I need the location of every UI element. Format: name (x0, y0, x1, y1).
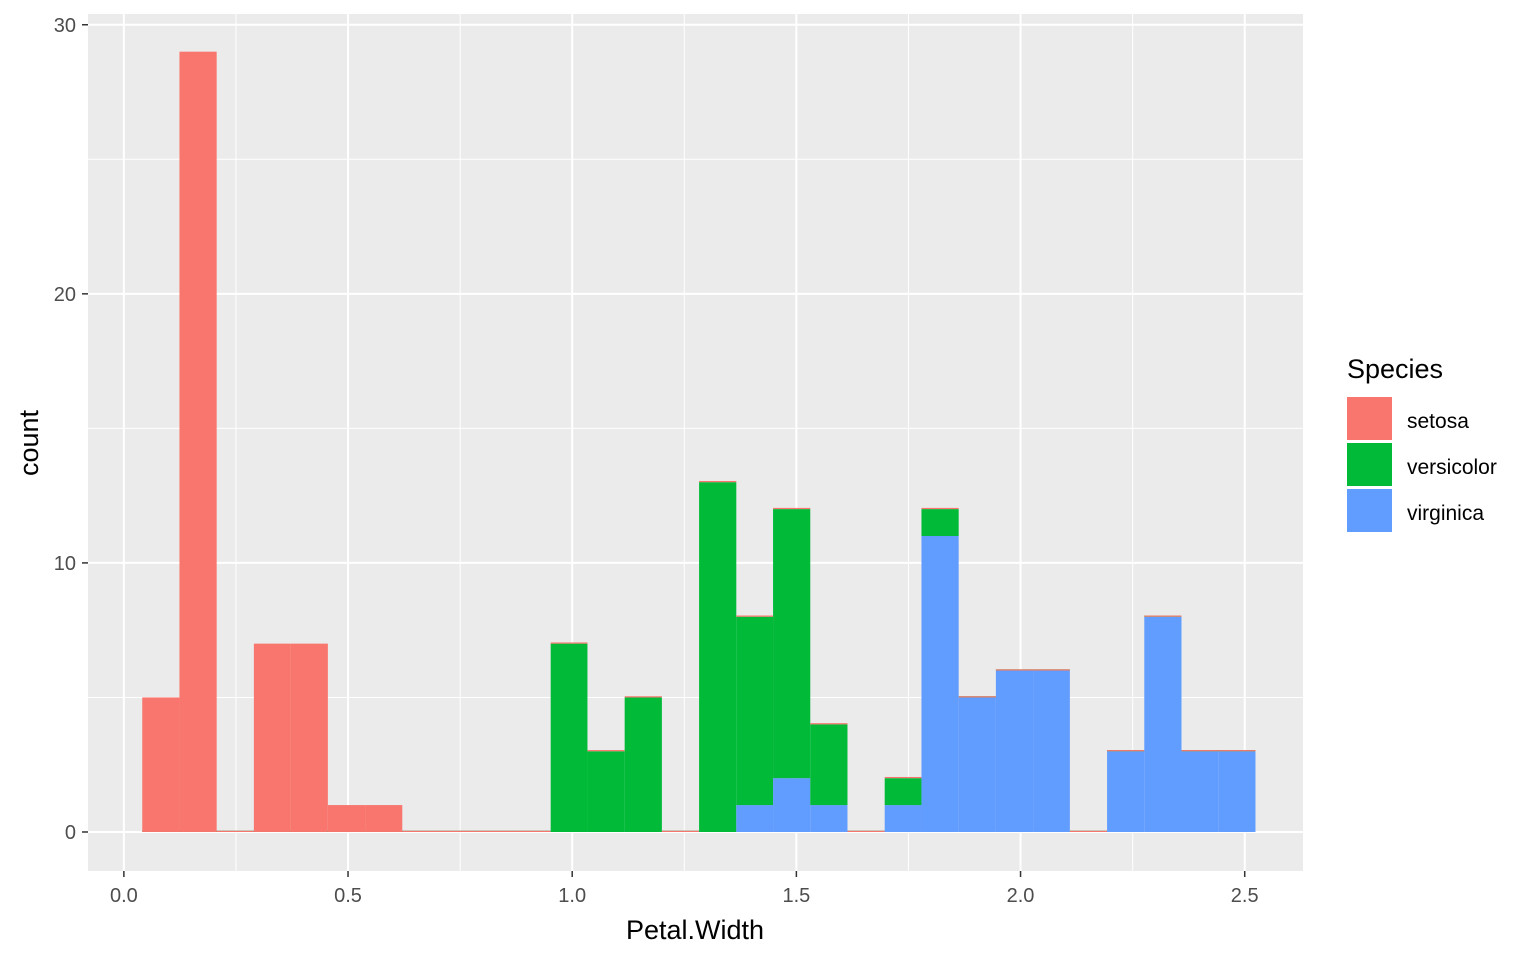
bar-setosa-26 (1107, 750, 1145, 752)
bar-virginica-17 (773, 778, 811, 832)
bar-setosa-12 (587, 750, 625, 752)
bar-versicolor-15 (699, 482, 737, 832)
x-tick-label: 1.5 (782, 885, 810, 907)
bar-versicolor-21 (921, 509, 959, 537)
y-tick-label: 30 (54, 15, 76, 37)
bar-setosa-15 (699, 480, 737, 483)
bar-setosa-18 (810, 723, 848, 725)
bar-setosa-10 (513, 830, 551, 832)
bar-setosa-13 (624, 696, 662, 698)
legend-title: Species (1347, 354, 1443, 384)
bar-virginica-18 (810, 805, 848, 832)
y-axis-title: count (14, 409, 44, 476)
legend-label-virginica: virginica (1407, 502, 1484, 525)
bar-setosa-17 (773, 507, 811, 510)
legend: Species setosa versicolor virginica (1347, 354, 1497, 532)
legend-label-setosa: setosa (1407, 410, 1469, 433)
bar-setosa-20 (884, 776, 922, 779)
legend-key-versicolor (1347, 443, 1392, 486)
bar-setosa-16 (736, 615, 774, 617)
bar-setosa-9 (476, 830, 514, 832)
bar-virginica-22 (958, 697, 996, 832)
grid-minor (88, 14, 1303, 871)
x-tick-label: 0.5 (334, 885, 362, 907)
bar-setosa-19 (847, 830, 885, 832)
bar-setosa-23 (995, 669, 1034, 671)
bar-virginica-24 (1033, 670, 1070, 832)
bar-versicolor-13 (624, 697, 662, 832)
y-axis: 0 10 20 30 (54, 15, 88, 844)
bar-virginica-29 (1218, 751, 1256, 832)
bar-virginica-26 (1107, 751, 1145, 832)
bar-setosa-2 (216, 830, 254, 832)
x-tick-label: 2.5 (1231, 885, 1259, 907)
legend-label-versicolor: versicolor (1407, 456, 1497, 479)
bar-versicolor-20 (884, 778, 922, 806)
bar-setosa-27 (1144, 615, 1182, 617)
bar-setosa-24 (1033, 669, 1070, 671)
y-tick-label: 20 (54, 284, 76, 306)
y-tick-label: 10 (54, 553, 76, 575)
bar-virginica-20 (884, 805, 922, 832)
bar-setosa-1 (179, 51, 217, 832)
bar-setosa-8 (439, 830, 477, 832)
legend-key-setosa (1347, 397, 1392, 440)
bar-virginica-28 (1181, 751, 1219, 832)
bar-versicolor-17 (773, 509, 811, 779)
bar-setosa-25 (1069, 830, 1108, 832)
x-axis-title: Petal.Width (626, 915, 764, 945)
bar-setosa-0 (142, 697, 180, 832)
bar-versicolor-11 (550, 643, 588, 832)
bar-setosa-29 (1218, 750, 1256, 752)
bar-versicolor-18 (810, 724, 848, 806)
bar-setosa-6 (365, 805, 403, 832)
x-axis: 0.0 0.5 1.0 1.5 2.0 2.5 (110, 871, 1259, 907)
bar-setosa-5 (327, 805, 366, 832)
bar-virginica-16 (736, 805, 774, 832)
bar-setosa-14 (661, 830, 700, 832)
bar-setosa-22 (958, 696, 996, 698)
bar-virginica-27 (1144, 616, 1182, 832)
bar-setosa-7 (402, 830, 440, 832)
bar-versicolor-12 (587, 751, 625, 832)
bar-setosa-4 (290, 643, 328, 832)
x-tick-label: 1.0 (558, 885, 586, 907)
legend-key-virginica (1347, 489, 1392, 532)
bar-setosa-28 (1181, 750, 1219, 752)
bar-virginica-21 (921, 536, 959, 832)
x-tick-label: 0.0 (110, 885, 138, 907)
bar-setosa-21 (921, 507, 959, 510)
bar-setosa-11 (550, 642, 588, 644)
bar-virginica-23 (995, 670, 1034, 832)
y-tick-label: 0 (65, 822, 76, 844)
bars (142, 51, 1256, 832)
x-tick-label: 2.0 (1007, 885, 1035, 907)
bar-versicolor-16 (736, 616, 774, 806)
bar-setosa-3 (253, 643, 291, 832)
